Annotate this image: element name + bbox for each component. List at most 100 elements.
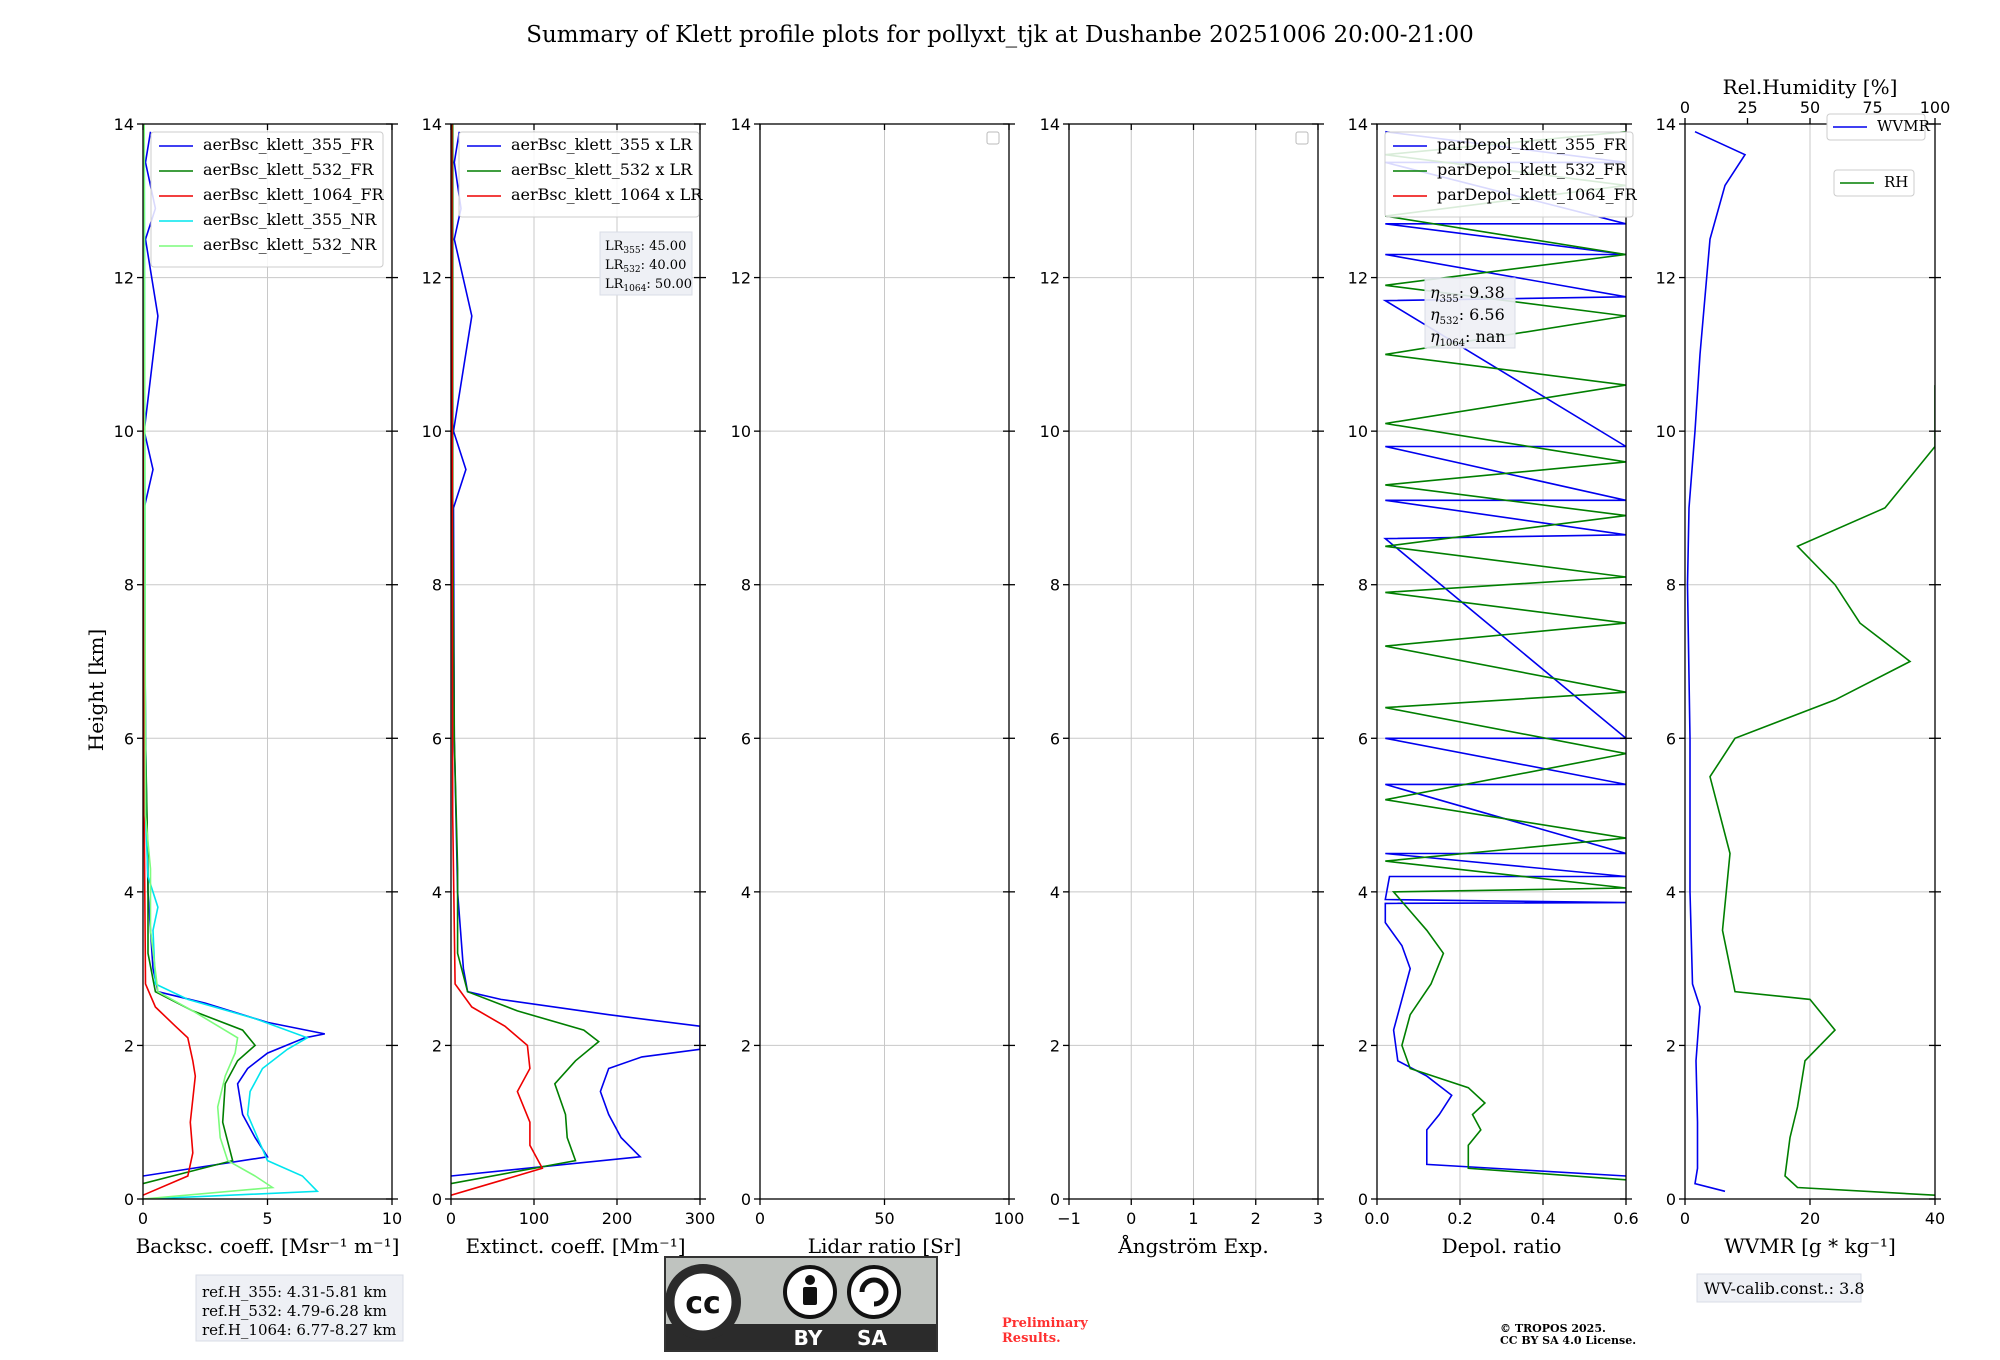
legend-label: aerBsc_klett_532 x LR xyxy=(511,160,693,179)
top-x-tick-label: 100 xyxy=(1920,98,1951,117)
series-line-aerBsc_klett_355_FR xyxy=(143,131,325,1177)
legend-box xyxy=(458,131,700,218)
x-tick-label: 10 xyxy=(382,1209,402,1228)
y-tick-label: 0 xyxy=(1666,1190,1676,1209)
y-tick-label: 0 xyxy=(1358,1190,1368,1209)
lr-base: LR xyxy=(605,277,625,292)
ref-height-355: ref.H_355: 4.31-5.81 km xyxy=(202,1283,387,1301)
lr-base: LR xyxy=(605,239,625,254)
lr-line-532: LR532: 40.00 xyxy=(605,258,686,275)
cc-logo-text: cc xyxy=(685,1286,721,1321)
empty-legend-icon xyxy=(986,131,1000,145)
y-tick-label: 8 xyxy=(741,576,751,595)
eta-subscript: 355 xyxy=(1440,294,1459,305)
x-tick-label: 40 xyxy=(1925,1209,1945,1228)
eta-value: : 9.38 xyxy=(1459,283,1505,302)
panel-depol: 0.0 0.2 0.4 0.6 0 2 4 6 8 10 12 14 Depol. ratio parDe… xyxy=(1348,115,1639,1258)
legend-label: aerBsc_klett_1064 x LR xyxy=(511,185,703,204)
top-x-tick-label: 0 xyxy=(1680,98,1690,117)
y-tick-label: 10 xyxy=(1348,422,1368,441)
lr-subscript: 355 xyxy=(623,246,640,256)
y-tick-label: 4 xyxy=(432,883,442,902)
x-tick-label: 0.2 xyxy=(1447,1209,1472,1228)
eta-value: : 6.56 xyxy=(1459,305,1505,324)
panel-lidar_ratio: 0 50 100 0 2 4 6 8 10 12 14 Lidar ratio [Sr] xyxy=(731,115,1025,1258)
y-tick-label: 10 xyxy=(114,422,134,441)
y-tick-label: 12 xyxy=(1348,269,1368,288)
y-tick-label: 14 xyxy=(1656,115,1676,134)
ref-height-1064: ref.H_1064: 6.77-8.27 km xyxy=(202,1321,396,1339)
y-tick-label: 10 xyxy=(1040,422,1060,441)
x-axis-label: WVMR [g * kg⁻¹] xyxy=(1724,1234,1896,1258)
legend-box xyxy=(150,131,384,268)
cc-circle-inner xyxy=(671,1270,735,1334)
x-tick-label: 100 xyxy=(519,1209,550,1228)
y-axis-label: Height [km] xyxy=(84,629,108,751)
person-body-icon xyxy=(803,1287,817,1305)
y-tick-label: 10 xyxy=(422,422,442,441)
wv-calib-box: WV-calib.const.: 3.8 xyxy=(1696,1273,1865,1303)
copyright-line-1: © TROPOS 2025. xyxy=(1500,1322,1606,1335)
series-line-WVMR xyxy=(1686,130,1747,1193)
top-x-axis-label: Rel.Humidity [%] xyxy=(1723,75,1898,99)
y-tick-label: 4 xyxy=(1050,883,1060,902)
y-tick-label: 8 xyxy=(432,576,442,595)
x-tick-label: 0.0 xyxy=(1364,1209,1389,1228)
eta-base: η xyxy=(1430,283,1440,302)
ref-height-box-bg xyxy=(195,1274,404,1342)
preliminary-line-1: Preliminary xyxy=(1002,1316,1088,1331)
eta-line-1064: η1064: nan xyxy=(1430,327,1506,349)
y-tick-label: 10 xyxy=(1656,422,1676,441)
legend-label: parDepol_klett_1064_FR xyxy=(1437,185,1638,204)
legend-label: parDepol_klett_532_FR xyxy=(1437,160,1628,179)
y-tick-label: 6 xyxy=(432,729,442,748)
series-line-aerBsc_klett_355_NR xyxy=(143,124,320,1199)
x-tick-label: 5 xyxy=(262,1209,272,1228)
legend-label: aerBsc_klett_355 x LR xyxy=(511,135,693,154)
x-tick-label: 0.6 xyxy=(1613,1209,1638,1228)
x-tick-label: 3 xyxy=(1313,1209,1323,1228)
legend-box xyxy=(1826,113,1926,141)
series-line-aerBsc_klett_1064_FR xyxy=(143,124,197,1196)
x-tick-label: 200 xyxy=(602,1209,633,1228)
legend-label: WVMR xyxy=(1877,117,1931,135)
x-axis-label: Ångström Exp. xyxy=(1117,1233,1268,1258)
eta-subscript: 532 xyxy=(1440,316,1459,327)
y-tick-label: 8 xyxy=(124,576,134,595)
ref-height-532: ref.H_532: 4.79-6.28 km xyxy=(202,1302,387,1320)
person-head-icon xyxy=(805,1275,815,1285)
eta-value: : nan xyxy=(1465,327,1506,346)
x-tick-label: 100 xyxy=(994,1209,1025,1228)
panel-wvmr: 0 20 40 0 2 4 6 8 10 12 14 WVMR [g * kg⁻¹] 0 25 50 75 10… xyxy=(1656,75,1951,1258)
lr-value: : 40.00 xyxy=(641,258,687,273)
y-tick-label: 0 xyxy=(124,1190,134,1209)
y-tick-label: 14 xyxy=(1348,115,1368,134)
eta-base: η xyxy=(1430,305,1440,324)
badge-sa-text: SA xyxy=(857,1326,887,1350)
y-tick-label: 0 xyxy=(1050,1190,1060,1209)
y-tick-label: 6 xyxy=(1358,729,1368,748)
lr-subscript: 1064 xyxy=(623,284,646,294)
eta-base: η xyxy=(1430,327,1440,346)
y-tick-label: 10 xyxy=(731,422,751,441)
legend-box xyxy=(1384,131,1634,218)
panel-extinction: 0 100 200 300 0 2 4 6 8 10 12 14 Extinct. coeff. [Mm… xyxy=(422,115,716,1258)
chart-title: Summary of Klett profile plots for polly… xyxy=(526,22,1474,48)
top-x-tick-label: 50 xyxy=(1800,98,1820,117)
y-tick-label: 2 xyxy=(741,1036,751,1055)
y-tick-label: 12 xyxy=(1656,269,1676,288)
x-tick-label: 0 xyxy=(1126,1209,1136,1228)
lr-base: LR xyxy=(605,258,625,273)
x-tick-label: 300 xyxy=(685,1209,716,1228)
eta-subscript: 1064 xyxy=(1440,338,1465,349)
x-tick-label: 0 xyxy=(446,1209,456,1228)
x-tick-label: 50 xyxy=(874,1209,894,1228)
y-tick-label: 2 xyxy=(1358,1036,1368,1055)
lr-value: : 50.00 xyxy=(646,277,692,292)
lr-box xyxy=(599,231,693,296)
copyright-line-2: CC BY SA 4.0 License. xyxy=(1500,1334,1636,1347)
y-tick-label: 6 xyxy=(1050,729,1060,748)
